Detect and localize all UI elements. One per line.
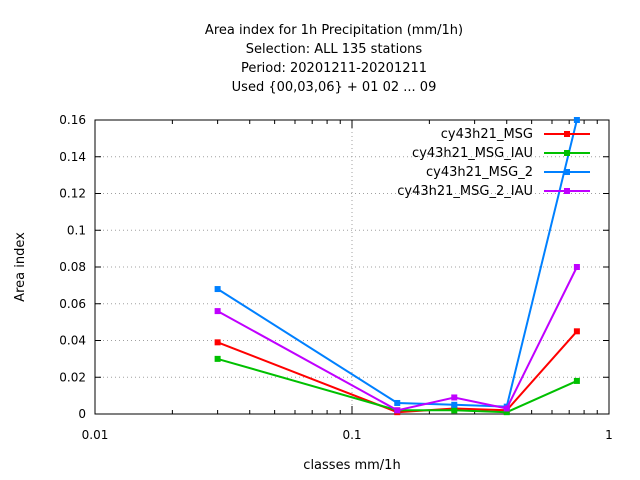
series-lines bbox=[214, 117, 580, 416]
legend-label: cy43h21_MSG_2_IAU bbox=[397, 184, 533, 199]
data-point bbox=[214, 286, 221, 293]
data-point bbox=[573, 117, 580, 123]
title-line: Period: 20201211-20201211 bbox=[241, 61, 427, 76]
x-tick-label: 0.1 bbox=[342, 428, 361, 442]
chart-title: Area index for 1h Precipitation (mm/1h) S… bbox=[205, 23, 463, 95]
data-point bbox=[573, 377, 580, 384]
legend-marker bbox=[564, 188, 570, 194]
y-axis-label: Area index bbox=[13, 232, 28, 302]
legend-marker bbox=[564, 169, 570, 175]
title-line: Selection: ALL 135 stations bbox=[246, 42, 423, 57]
x-axis-label: classes mm/1h bbox=[303, 458, 400, 473]
y-tick-label: 0.04 bbox=[59, 334, 86, 348]
legend: cy43h21_MSG cy43h21_MSG_IAU cy43h21_MSG_2c… bbox=[397, 127, 590, 199]
x-tick-label: 0.01 bbox=[82, 428, 109, 442]
y-tick-label: 0.12 bbox=[59, 187, 86, 201]
data-point bbox=[451, 401, 458, 408]
x-tick-label: 1 bbox=[605, 428, 613, 442]
y-tick-label: 0.02 bbox=[59, 370, 86, 384]
title-line: Used {00,03,06} + 01 02 ... 09 bbox=[232, 80, 437, 95]
legend-marker bbox=[564, 131, 570, 137]
data-point bbox=[573, 264, 580, 270]
axis-ticks: 0 0.02 0.04 0.06 0.08 0.1 0.12 0.14 0.16 0.01 0.1 1 bbox=[59, 113, 613, 442]
y-tick-label: 0.1 bbox=[67, 223, 86, 237]
y-tick-label: 0.06 bbox=[59, 297, 86, 311]
data-point bbox=[451, 407, 458, 414]
y-tick-label: 0 bbox=[78, 407, 86, 421]
title-line: Area index for 1h Precipitation (mm/1h) bbox=[205, 23, 463, 38]
y-tick-label: 0.14 bbox=[59, 150, 86, 164]
y-tick-label: 0.16 bbox=[59, 113, 86, 127]
data-point bbox=[394, 407, 401, 414]
legend-marker bbox=[564, 150, 570, 156]
data-point bbox=[503, 405, 510, 412]
data-point bbox=[214, 339, 221, 346]
data-point bbox=[214, 355, 221, 362]
data-point bbox=[573, 328, 580, 335]
data-point bbox=[503, 409, 510, 416]
y-tick-label: 0.08 bbox=[59, 260, 86, 274]
data-point bbox=[451, 394, 458, 401]
data-point bbox=[394, 399, 401, 406]
legend-label: cy43h21_MSG_IAU bbox=[412, 146, 533, 161]
legend-label: cy43h21_MSG_2 bbox=[426, 165, 533, 180]
legend-label: cy43h21_MSG bbox=[441, 127, 533, 142]
data-point bbox=[214, 308, 221, 315]
